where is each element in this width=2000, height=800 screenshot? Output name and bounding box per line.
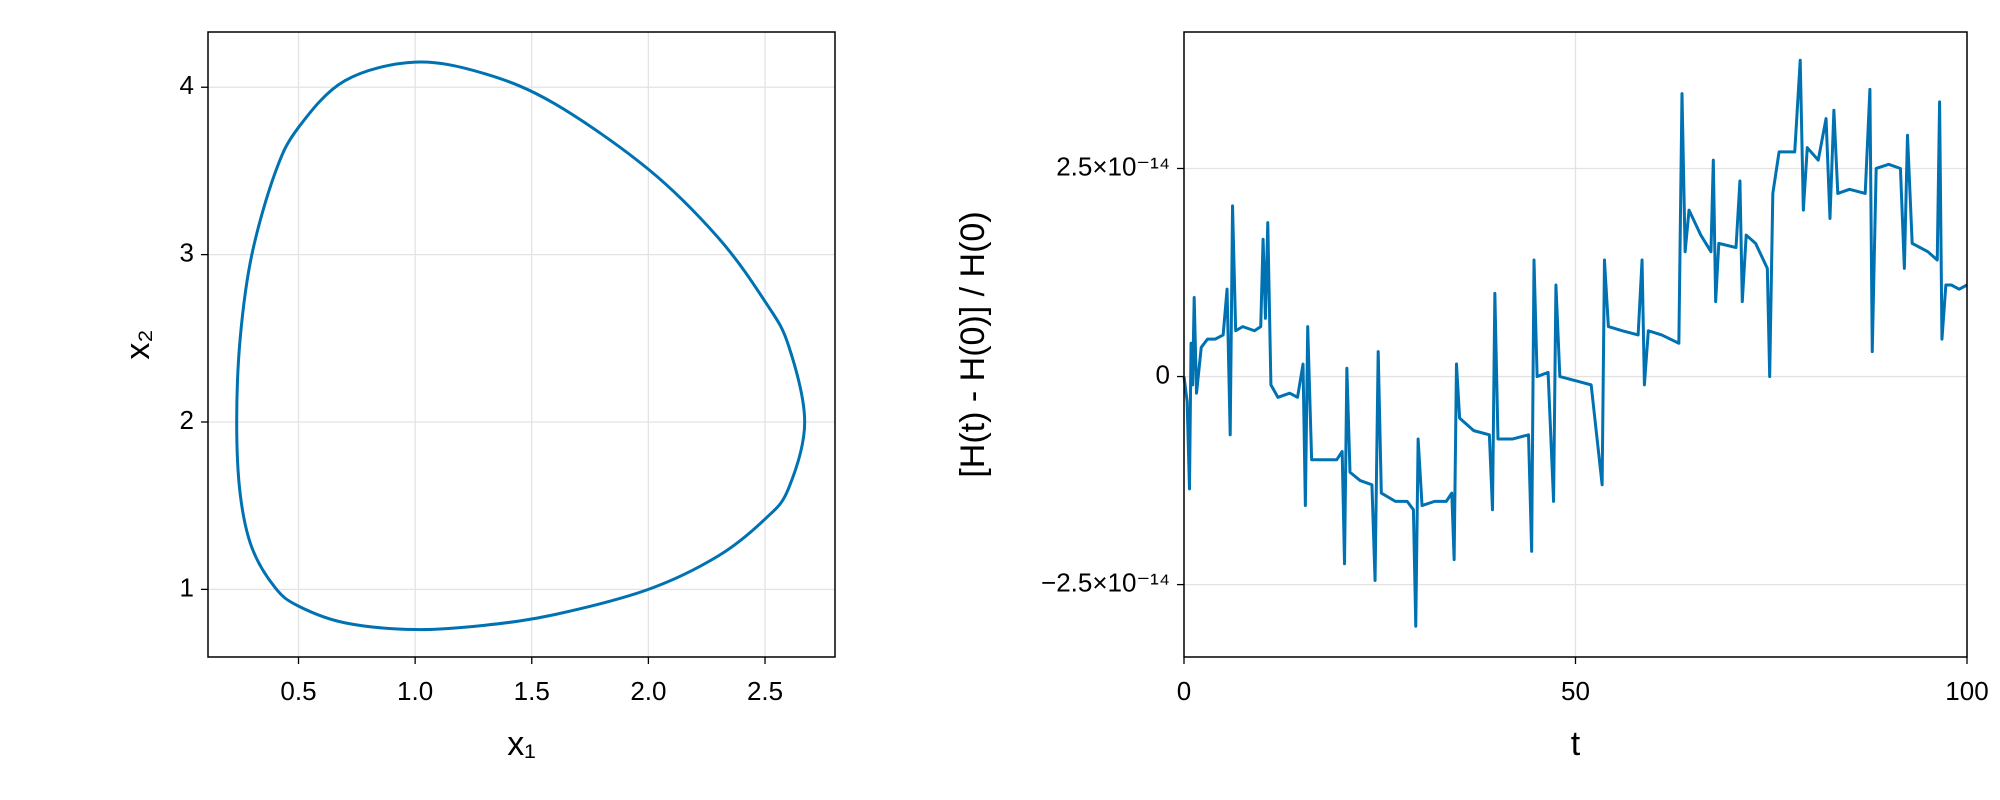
y-tick-label: 4: [180, 70, 194, 100]
y-axis-label: [H(t) - H(0)] / H(0): [954, 211, 992, 477]
y-tick-label: 2.5×10⁻¹⁴: [1056, 151, 1170, 181]
x-tick-label: 1.0: [397, 676, 433, 706]
data-line: [1182, 58, 1968, 628]
x-tick-label: 50: [1561, 676, 1590, 706]
x-axis-label: x₁: [507, 725, 535, 763]
plot-frame: [207, 31, 836, 658]
x-tick-label: 0: [1177, 676, 1191, 706]
x-tick-label: 1.5: [514, 676, 550, 706]
x-tick-label: 0.5: [280, 676, 316, 706]
x-tick-label: 2.0: [630, 676, 666, 706]
y-tick-label: 1: [180, 572, 194, 602]
y-tick-label: 3: [180, 237, 194, 267]
y-tick-label: 2: [180, 405, 194, 435]
x-tick-label: 2.5: [747, 676, 783, 706]
x-tick-label: 100: [1945, 676, 1988, 706]
y-tick-label: −2.5×10⁻¹⁴: [1041, 567, 1170, 597]
plot-frame: [1183, 31, 1968, 658]
x-axis-label: t: [1571, 725, 1581, 763]
y-tick-label: 0: [1156, 359, 1170, 389]
y-axis-label: x₂: [119, 329, 157, 359]
data-line: [235, 60, 807, 632]
